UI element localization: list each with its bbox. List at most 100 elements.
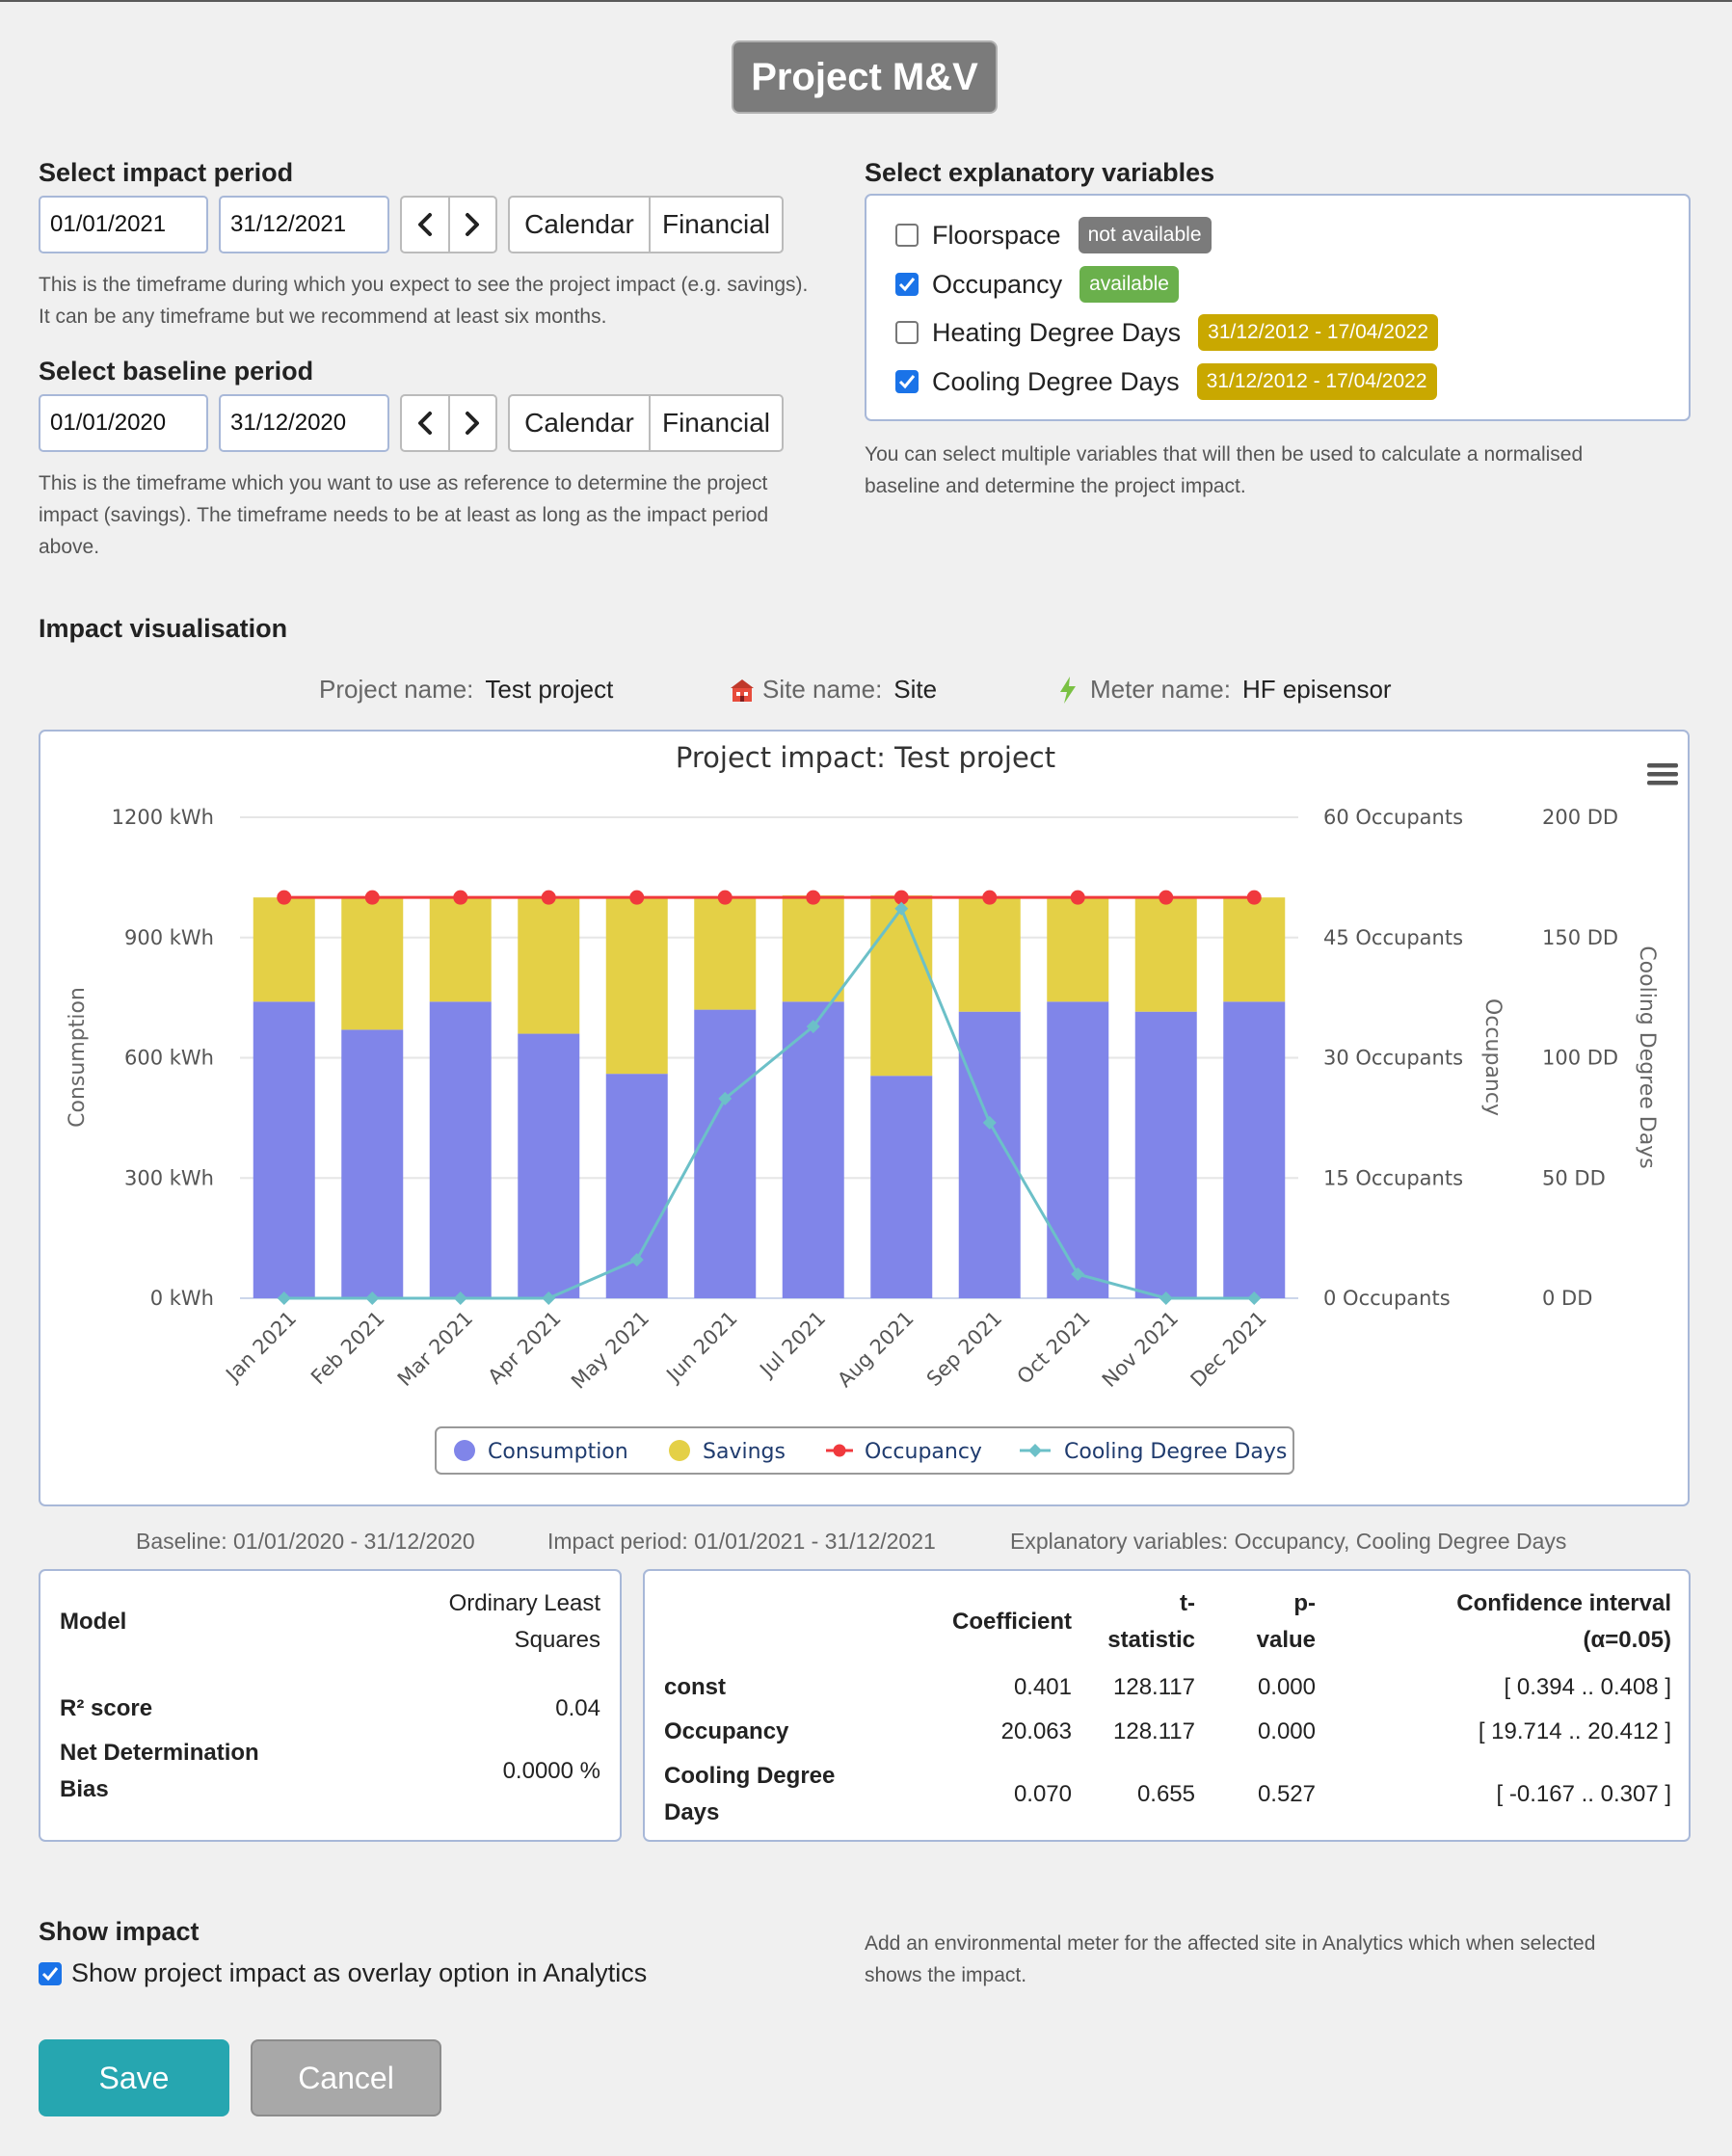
baseline-period-stepper: [400, 394, 497, 452]
y-tick-label-cdd: 200 DD: [1542, 806, 1618, 829]
meter-name-label: Meter name:: [1090, 675, 1231, 704]
legend-symbol: [454, 1440, 475, 1461]
legend-item[interactable]: Consumption: [488, 1440, 628, 1464]
variable-name: Heating Degree Days: [932, 317, 1182, 347]
p-value-value: 0.000: [1257, 1718, 1316, 1744]
impact-period-label: Select impact period: [39, 158, 294, 187]
model-stats-panel: Model Ordinary Least Squares R² score 0.…: [39, 1569, 622, 1842]
baseline-calendar-button[interactable]: Calendar: [524, 408, 634, 438]
y-tick-label-cdd: 0 DD: [1542, 1287, 1592, 1310]
building-icon: [731, 679, 754, 702]
point-occupancy: [1159, 890, 1174, 905]
bar-savings: [1134, 897, 1197, 1012]
variable-row-occupancy[interactable]: Occupancy available: [895, 265, 1179, 304]
x-tick-label: Aug 2021: [833, 1307, 918, 1392]
impact-period-type-toggle: Calendar Financial: [508, 196, 784, 253]
floorspace-checkbox[interactable]: [895, 224, 919, 247]
bar-consumption: [782, 1001, 844, 1298]
show-impact-checkbox-label: Show project impact as overlay option in…: [71, 1958, 648, 1987]
impact-calendar-button[interactable]: Calendar: [524, 209, 634, 239]
bar-consumption: [429, 1001, 492, 1298]
explanatory-variables-help: You can select multiple variables that w…: [865, 443, 1584, 497]
point-occupancy: [541, 890, 556, 905]
row-name-cooling-degree-days: Cooling Degree Days: [664, 1763, 836, 1825]
occupancy-checkbox[interactable]: [895, 273, 919, 296]
menu-icon[interactable]: [1647, 763, 1678, 785]
baseline-next-button[interactable]: [447, 396, 496, 450]
y-tick-label-consumption: 300 kWh: [124, 1166, 214, 1189]
point-occupancy: [806, 890, 821, 905]
bar-savings: [782, 895, 844, 1002]
confidence-interval-header: Confidence interval (α=0.05): [1456, 1590, 1671, 1653]
baseline-start-date-input[interactable]: 01/01/2020: [39, 394, 208, 452]
t-statistic-value: 128.117: [1113, 1718, 1195, 1744]
bar-consumption: [1134, 1011, 1197, 1298]
show-impact-help: Add an environmental meter for the affec…: [865, 1932, 1596, 1986]
y-tick-label-occupancy: 0 Occupants: [1323, 1287, 1451, 1310]
point-cooling-degree-days: [806, 1020, 820, 1034]
status-badge: 31/12/2012 - 17/04/2022: [1198, 314, 1439, 351]
x-tick-label: Sep 2021: [922, 1307, 1006, 1391]
point-cooling-degree-days: [277, 1291, 291, 1305]
baseline-period-label: Select baseline period: [39, 357, 314, 386]
bar-savings: [429, 897, 492, 1002]
show-impact-label: Show impact: [39, 1917, 200, 1946]
bar-savings: [694, 897, 757, 1010]
t-statistic-value: 0.655: [1136, 1781, 1195, 1807]
coefficient-value: 0.401: [1013, 1674, 1072, 1700]
y-tick-label-cdd: 100 DD: [1542, 1047, 1618, 1070]
heating-degree-days-checkbox[interactable]: [895, 321, 919, 344]
show-impact-checkbox[interactable]: [39, 1961, 62, 1985]
impact-start-date-input[interactable]: 01/01/2021: [39, 196, 208, 253]
bar-consumption: [253, 1001, 315, 1298]
point-cooling-degree-days: [894, 901, 909, 916]
bar-savings: [253, 897, 315, 1002]
bar-consumption: [870, 1076, 933, 1298]
model-value: Ordinary Least Squares: [448, 1590, 600, 1653]
variable-row-cooling-degree-days[interactable]: Cooling Degree Days 31/12/2012 - 17/04/2…: [895, 362, 1437, 401]
impact-financial-button[interactable]: Financial: [649, 198, 782, 252]
impact-end-date-input[interactable]: 31/12/2021: [219, 196, 389, 253]
point-occupancy: [893, 890, 909, 905]
impact-prev-button[interactable]: [402, 198, 448, 252]
y-axis-title-cdd: Cooling Degree Days: [1635, 945, 1659, 1168]
model-label: Model: [60, 1609, 127, 1635]
variable-row-floorspace[interactable]: Floorspace not available: [895, 216, 1212, 254]
point-occupancy: [1246, 890, 1262, 905]
baseline-prev-button[interactable]: [402, 396, 448, 450]
site-name-value: Site: [893, 675, 938, 704]
y-tick-label-occupancy: 60 Occupants: [1323, 806, 1463, 829]
meter-name-value: HF episensor: [1241, 675, 1392, 704]
site-name-label: Site name:: [762, 675, 883, 704]
cooling-degree-days-checkbox[interactable]: [895, 370, 919, 393]
confidence-interval-value: [ -0.167 .. 0.307 ]: [1496, 1781, 1671, 1807]
y-axis-title-occupancy: Occupancy: [1480, 998, 1505, 1116]
site-name-info: Site name: Site: [728, 675, 937, 705]
baseline-financial-button[interactable]: Financial: [649, 396, 782, 450]
save-button[interactable]: Save: [39, 2039, 229, 2116]
show-impact-option[interactable]: Show project impact as overlay option in…: [39, 1958, 647, 1988]
variable-row-heating-degree-days[interactable]: Heating Degree Days 31/12/2012 - 17/04/2…: [895, 313, 1439, 352]
row-name-const: const: [664, 1674, 727, 1700]
project-name-value: Test project: [485, 675, 614, 704]
y-tick-label-consumption: 900 kWh: [124, 926, 214, 949]
legend-item[interactable]: Cooling Degree Days: [1064, 1440, 1287, 1464]
x-tick-label: Jun 2021: [661, 1307, 742, 1388]
confidence-interval-value: [ 19.714 .. 20.412 ]: [1478, 1718, 1671, 1744]
bar-consumption: [958, 1011, 1021, 1298]
point-occupancy: [277, 890, 292, 905]
coefficients-table: Coefficient t- statistic p- value Confid…: [643, 1569, 1691, 1842]
chevron-left-icon: [417, 213, 432, 236]
impact-next-button[interactable]: [447, 198, 496, 252]
point-occupancy: [364, 890, 380, 905]
p-value-value: 0.527: [1257, 1781, 1316, 1807]
cancel-button[interactable]: Cancel: [251, 2039, 441, 2116]
legend-item[interactable]: Savings: [703, 1440, 786, 1464]
point-occupancy: [453, 890, 468, 905]
project-name-label: Project name:: [319, 675, 474, 704]
variable-name: Occupancy: [932, 269, 1063, 299]
baseline-end-date-input[interactable]: 31/12/2020: [219, 394, 389, 452]
t-statistic-value: 128.117: [1113, 1674, 1195, 1700]
legend-item[interactable]: Occupancy: [865, 1440, 982, 1464]
